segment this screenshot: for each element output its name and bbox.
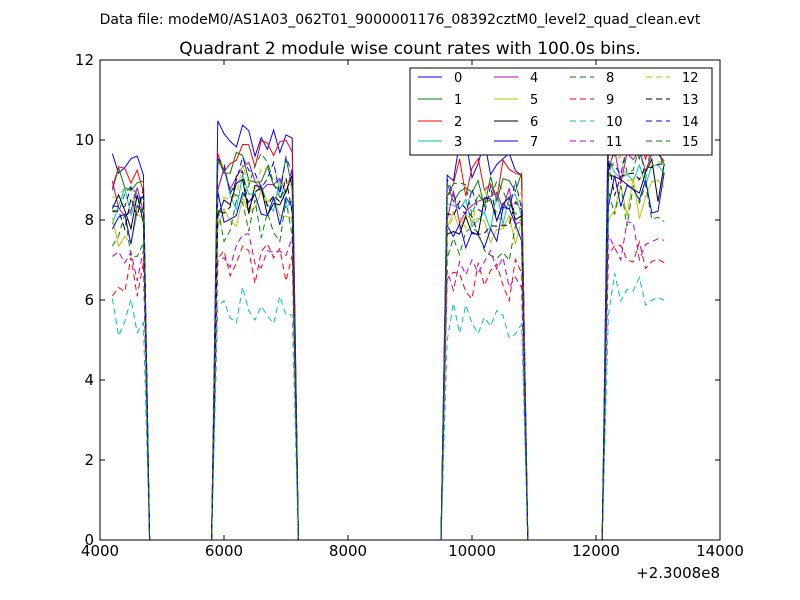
legend-label-13: 13 [682,93,699,108]
series-line-15 [112,135,665,541]
y-tick-label: 12 [75,51,94,69]
x-tick-label: 6000 [205,542,243,560]
series-line-5 [111,177,665,541]
x-offset-label: +2.3008e8 [636,564,720,582]
series-line-0 [111,97,665,541]
plot-lines [111,97,665,541]
chart-suptitle: Data file: modeM0/AS1A03_062T01_90000011… [100,12,701,28]
legend-label-0: 0 [454,71,462,86]
legend-label-10: 10 [606,115,623,130]
legend-label-6: 6 [530,115,538,130]
y-tick-label: 6 [84,291,94,309]
legend-label-7: 7 [530,135,538,150]
legend-label-9: 9 [606,93,614,108]
series-line-6 [111,157,665,541]
y-tick-label: 10 [75,131,94,149]
legend-label-15: 15 [682,135,699,150]
x-tick-label: 12000 [572,542,620,560]
legend-label-8: 8 [606,71,614,86]
legend-label-12: 12 [682,71,699,86]
series-line-8 [111,184,665,541]
chart-title: Quadrant 2 module wise count rates with … [179,39,640,59]
series-line-2 [111,118,665,541]
x-tick-label: 10000 [448,542,496,560]
x-tick-label: 8000 [329,542,367,560]
y-tick-label: 8 [84,211,94,229]
legend-label-14: 14 [682,115,699,130]
legend-label-3: 3 [454,135,462,150]
series-line-7 [111,172,665,541]
x-tick-label: 14000 [696,542,744,560]
series-line-12 [112,155,665,541]
series-line-13 [112,160,665,541]
legend-label-11: 11 [606,135,623,150]
legend-label-5: 5 [530,93,538,108]
series-line-10 [111,273,665,541]
series-line-9 [111,239,665,541]
legend-label-1: 1 [454,93,462,108]
legend-label-4: 4 [530,71,538,86]
y-tick-label: 4 [84,371,94,389]
x-tick-label: 4000 [81,542,119,560]
series-line-11 [112,221,665,541]
y-tick-label: 0 [84,531,94,549]
series-line-1 [111,130,665,541]
series-line-3 [111,159,665,541]
y-tick-label: 2 [84,451,94,469]
series-line-14 [112,143,665,541]
legend-label-2: 2 [454,115,462,130]
series-line-4 [111,148,665,541]
